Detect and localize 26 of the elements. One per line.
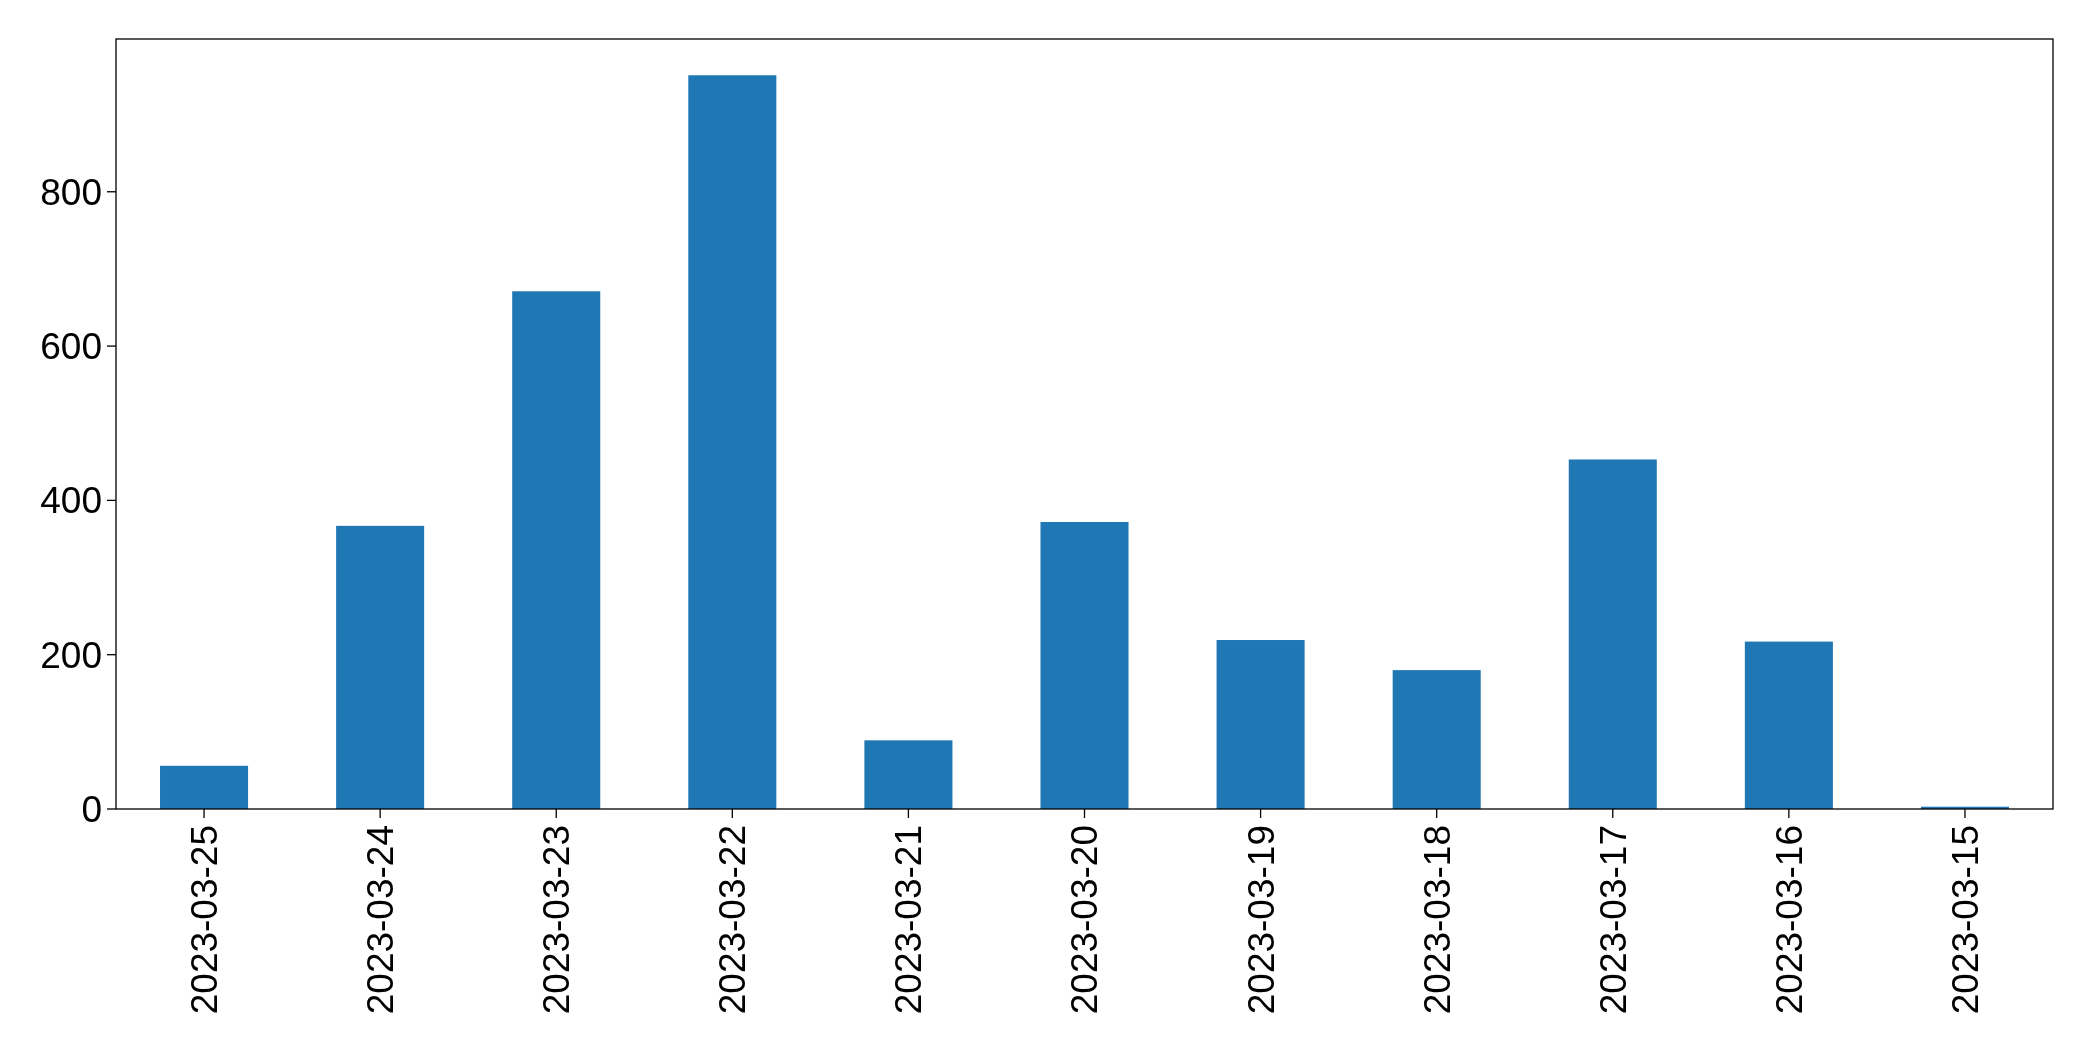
bar [1392,670,1481,809]
bar [1568,459,1657,809]
y-tick-label: 800 [40,171,102,213]
bar [160,765,249,809]
x-tick-label: 2023-03-18 [1416,825,1458,1015]
bar [864,740,953,809]
bar [1744,641,1833,809]
x-tick-label: 2023-03-24 [360,825,402,1015]
x-tick-label: 2023-03-20 [1064,825,1106,1015]
bar [336,525,425,809]
x-tick-label: 2023-03-16 [1768,825,1810,1015]
y-tick-label: 200 [40,634,102,676]
y-tick-label: 400 [40,480,102,522]
x-tick-label: 2023-03-17 [1592,825,1634,1015]
y-tick-label: 600 [40,326,102,368]
bar [688,75,777,809]
y-tick-label: 0 [81,788,102,830]
x-tick-label: 2023-03-21 [888,825,930,1015]
bar [1040,521,1129,809]
x-tick-label: 2023-03-19 [1240,825,1282,1015]
x-tick-label: 2023-03-22 [712,825,754,1015]
x-tick-label: 2023-03-25 [184,825,225,1015]
x-tick-label: 2023-03-23 [536,825,578,1015]
x-tick-label: 2023-03-15 [1944,825,1986,1015]
bar [512,291,601,809]
bar [1216,640,1305,809]
